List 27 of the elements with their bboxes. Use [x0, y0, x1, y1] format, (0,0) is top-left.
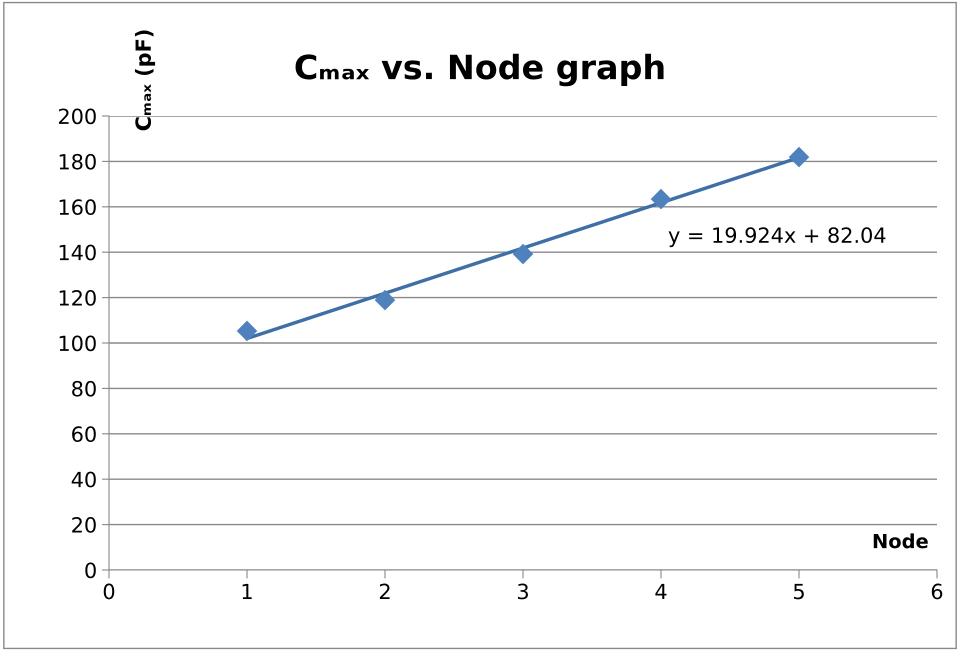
y-tick-label: 140 [60, 244, 96, 260]
y-tick-label: 40 [72, 472, 96, 488]
y-tick-label: 160 [60, 199, 96, 216]
y-tick-label: 200 [58, 108, 96, 124]
x-tick-label: 0 [104, 584, 114, 600]
y-tick-label: 100 [60, 335, 96, 352]
y-tick-label: 60 [72, 426, 96, 442]
chart-title: Cₘₐₓ vs. Node graph [296, 54, 664, 86]
point [374, 290, 396, 310]
point [512, 244, 534, 264]
y-tick-label: 80 [72, 380, 96, 397]
x-tick-label: 3 [518, 584, 528, 600]
y-tick-label: 0 [85, 562, 96, 578]
x-axis-title: Node [874, 533, 928, 548]
point [650, 188, 672, 210]
y-tick-label: 180 [60, 154, 96, 170]
x-tick-label: 2 [380, 584, 390, 600]
x-tick-label: 4 [655, 584, 666, 600]
x-tick-label: 5 [794, 584, 804, 600]
point [236, 320, 258, 342]
y-axis-title: Cₘₐₓ (pF) [134, 30, 156, 130]
y-tick-label: 120 [60, 290, 96, 306]
x-tick-label: 1 [242, 584, 252, 600]
point [788, 146, 810, 168]
x-tick-label: 6 [932, 584, 942, 600]
annotation: y = 19.924x + 82.04 [668, 227, 886, 248]
y-tick-label: 20 [72, 517, 96, 533]
